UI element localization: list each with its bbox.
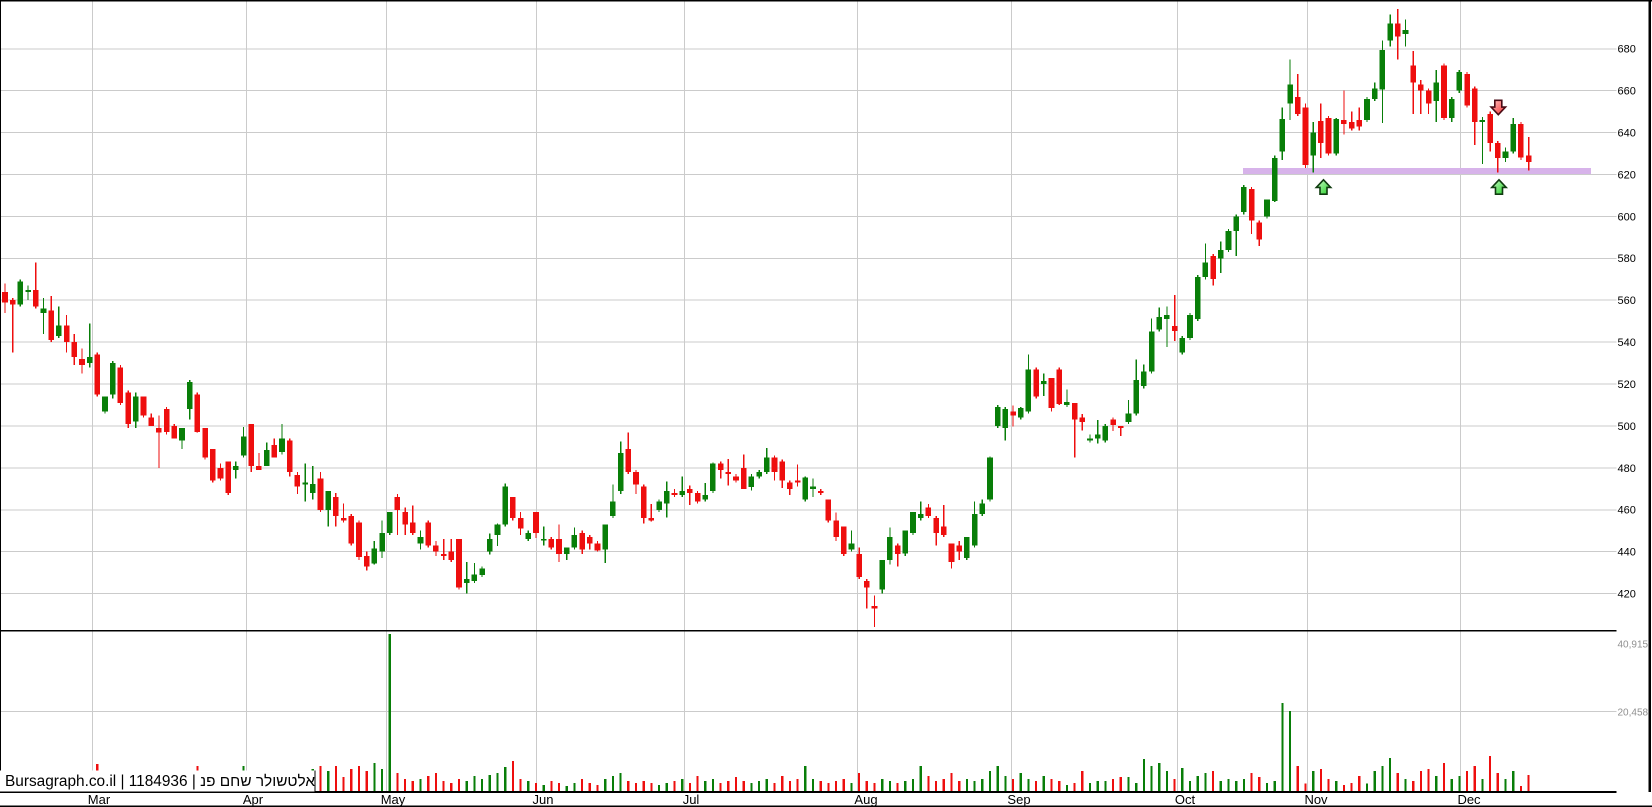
svg-text:Oct: Oct — [1175, 792, 1196, 807]
svg-text:680: 680 — [1618, 44, 1636, 56]
svg-text:520: 520 — [1618, 379, 1636, 391]
svg-text:560: 560 — [1618, 295, 1636, 307]
svg-text:600: 600 — [1618, 211, 1636, 223]
svg-text:420: 420 — [1618, 589, 1636, 601]
svg-text:Nov: Nov — [1304, 792, 1328, 807]
svg-text:640: 640 — [1618, 128, 1636, 140]
svg-text:May: May — [381, 792, 406, 807]
svg-text:Sep: Sep — [1007, 792, 1030, 807]
svg-text:Dec: Dec — [1457, 792, 1481, 807]
svg-text:Aug: Aug — [854, 792, 877, 807]
svg-text:40,915: 40,915 — [1618, 640, 1649, 651]
svg-text:Mar: Mar — [88, 792, 111, 807]
svg-text:580: 580 — [1618, 253, 1636, 265]
svg-text:Apr: Apr — [243, 792, 264, 807]
svg-text:460: 460 — [1618, 505, 1636, 517]
svg-text:660: 660 — [1618, 86, 1636, 98]
svg-text:20,458: 20,458 — [1618, 708, 1649, 719]
svg-text:620: 620 — [1618, 169, 1636, 181]
svg-text:480: 480 — [1618, 463, 1636, 475]
svg-text:Jun: Jun — [533, 792, 554, 807]
svg-text:500: 500 — [1618, 421, 1636, 433]
svg-text:540: 540 — [1618, 337, 1636, 349]
svg-text:Jul: Jul — [683, 792, 700, 807]
svg-text:440: 440 — [1618, 547, 1636, 559]
